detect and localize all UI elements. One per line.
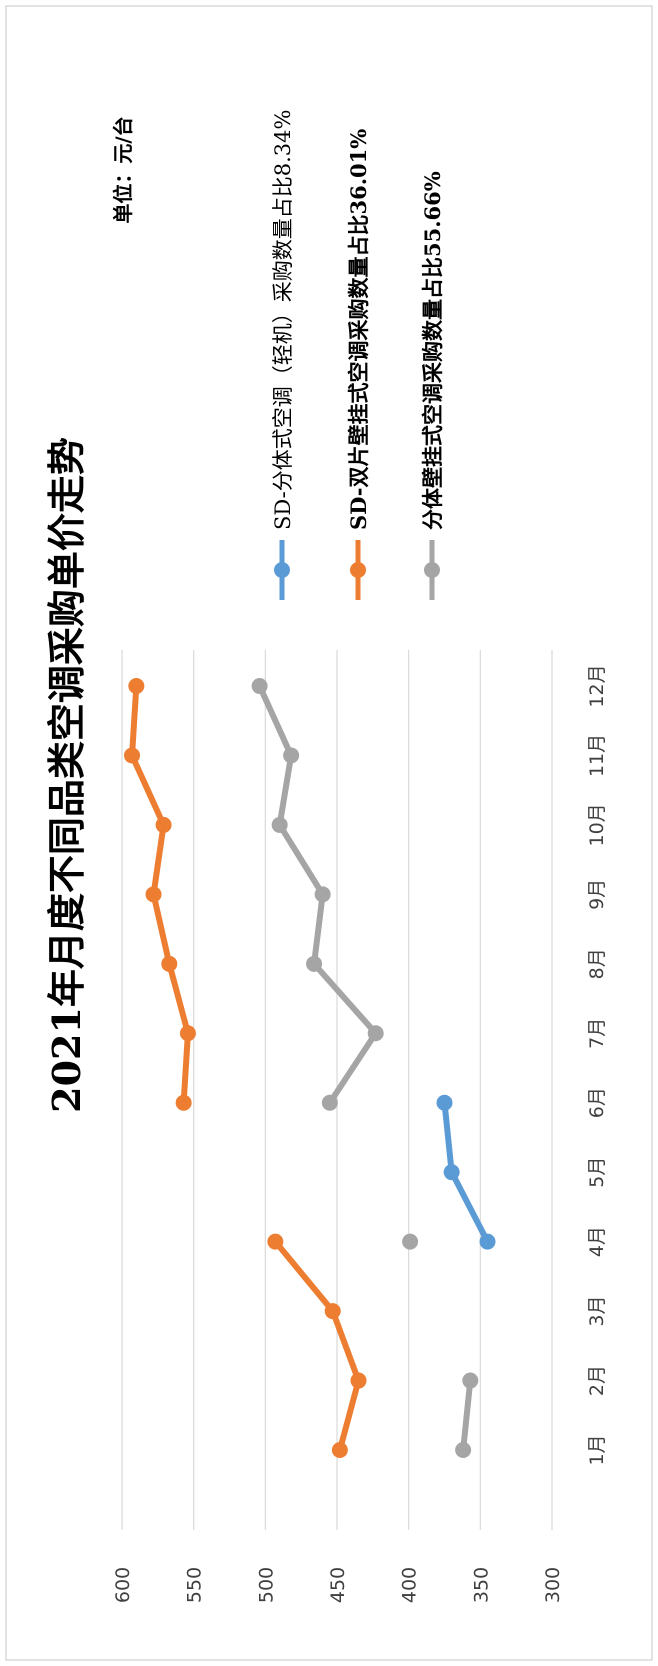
series-line-segment xyxy=(150,891,173,967)
y-axis-ticks: 300 350 400 450 500 550 600 xyxy=(112,1567,564,1603)
data-point xyxy=(179,1025,196,1042)
data-point xyxy=(367,1025,384,1042)
x-tick-label: 1月 xyxy=(586,1434,608,1465)
y-tick-label: 400 xyxy=(399,1567,421,1603)
data-point xyxy=(402,1233,419,1250)
series-line-segment xyxy=(276,821,326,898)
data-point xyxy=(124,747,141,764)
series-1 xyxy=(436,1094,496,1250)
data-point xyxy=(331,1442,348,1458)
gridlines xyxy=(121,650,553,1530)
legend-item: 分体壁挂式空调采购数量占比55.66% xyxy=(420,171,445,600)
series-3 xyxy=(251,678,479,1458)
series-line-segment xyxy=(311,891,326,967)
series-line-segment xyxy=(329,1308,362,1384)
series-line-segment xyxy=(129,683,140,759)
x-tick-label: 4月 xyxy=(586,1226,608,1257)
y-tick-label: 350 xyxy=(470,1567,492,1603)
series-line-segment xyxy=(166,960,191,1037)
x-tick-label: 9月 xyxy=(586,879,608,910)
y-tick-label: 300 xyxy=(542,1567,564,1603)
series-line-segment xyxy=(256,683,295,759)
data-point xyxy=(443,1164,460,1181)
data-point xyxy=(314,886,331,903)
x-tick-label: 3月 xyxy=(586,1296,608,1327)
series-line-segment xyxy=(326,1030,379,1106)
series-line-segment xyxy=(180,1030,191,1106)
series-line-segment xyxy=(129,752,167,828)
series-line-segment xyxy=(276,752,295,828)
legend-label: 分体壁挂式空调采购数量占比55.66% xyxy=(420,171,445,530)
data-point xyxy=(267,1233,284,1250)
series-line-segment xyxy=(336,1377,362,1453)
x-tick-label: 11月 xyxy=(586,734,608,777)
series-line-segment xyxy=(311,960,379,1037)
legend-label: SD-分体式空调（轻机）采购数量占比8.34% xyxy=(271,110,295,530)
data-point xyxy=(306,955,323,972)
y-tick-label: 600 xyxy=(112,1567,134,1603)
y-tick-label: 550 xyxy=(184,1567,206,1603)
legend-swatch-marker xyxy=(350,562,366,578)
x-tick-label: 12月 xyxy=(586,664,608,707)
y-tick-label: 450 xyxy=(327,1567,349,1603)
chart-title: 2021年月度不同品类空调采购单价走势 xyxy=(44,437,89,1113)
data-point xyxy=(324,1303,341,1320)
legend: SD-分体式空调（轻机）采购数量占比8.34% SD-双片壁挂式空调采购数量占比3… xyxy=(271,110,445,600)
data-point xyxy=(462,1372,479,1389)
data-point xyxy=(155,816,172,833)
x-axis-ticks: 1月 2月 3月 4月 5月 6月 7月 8月 9月 10月 11月 12月 xyxy=(586,664,608,1465)
data-point xyxy=(128,678,145,694)
x-tick-label: 5月 xyxy=(586,1157,608,1188)
series-2 xyxy=(124,678,367,1458)
x-tick-label: 8月 xyxy=(586,948,608,979)
data-point xyxy=(455,1442,472,1458)
series-line-segment xyxy=(441,1099,455,1176)
data-point xyxy=(350,1372,367,1389)
series-line-segment xyxy=(150,821,167,898)
data-point xyxy=(161,955,178,972)
unit-label: 单位：元/台 xyxy=(111,116,135,223)
legend-label: SD-双片壁挂式空调采购数量占比36.01% xyxy=(346,129,371,530)
data-point xyxy=(271,816,288,833)
series-line-segment xyxy=(272,1238,336,1315)
data-point xyxy=(251,678,268,694)
y-tick-label: 500 xyxy=(255,1567,277,1603)
x-tick-label: 2月 xyxy=(586,1365,608,1396)
x-tick-label: 7月 xyxy=(586,1018,608,1049)
data-point xyxy=(175,1094,192,1111)
data-point xyxy=(479,1233,496,1250)
data-point xyxy=(436,1094,453,1111)
data-point xyxy=(321,1094,338,1111)
series-line-segment xyxy=(460,1377,474,1453)
legend-item: SD-双片壁挂式空调采购数量占比36.01% xyxy=(346,129,371,600)
x-tick-label: 6月 xyxy=(586,1087,608,1118)
x-tick-label: 10月 xyxy=(586,803,608,846)
series-line-segment xyxy=(448,1169,491,1245)
data-point xyxy=(283,747,300,764)
series-group xyxy=(124,678,496,1458)
legend-swatch-marker xyxy=(424,562,440,578)
legend-swatch-marker xyxy=(274,562,290,578)
data-point xyxy=(145,886,162,903)
chart-border xyxy=(5,5,653,1661)
legend-item: SD-分体式空调（轻机）采购数量占比8.34% xyxy=(271,110,295,600)
